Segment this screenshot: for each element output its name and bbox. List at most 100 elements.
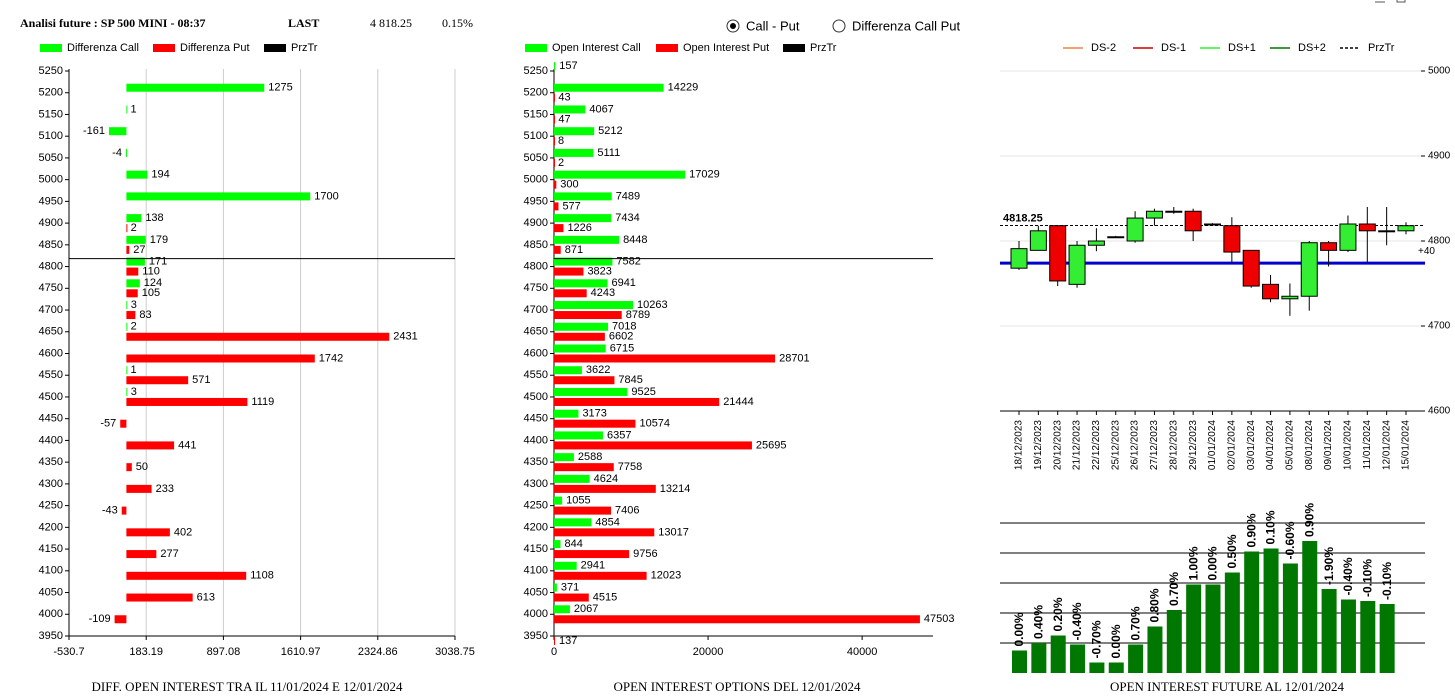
bar bbox=[554, 170, 686, 179]
candle-body bbox=[1165, 210, 1183, 213]
radio-label[interactable]: Differenza Call Put bbox=[852, 18, 961, 33]
bar-label: 13017 bbox=[658, 526, 689, 538]
legend-swatch bbox=[525, 44, 547, 52]
x-tick-label: 02/01/2024 bbox=[1226, 420, 1237, 470]
bar-label: 233 bbox=[156, 483, 174, 495]
legend-label: DS-2 bbox=[1091, 42, 1116, 54]
bar-label: 2941 bbox=[581, 560, 605, 572]
y-tick-label: 4700 bbox=[39, 304, 63, 316]
x-tick-label: 28/12/2023 bbox=[1168, 420, 1179, 470]
y-tick-label: 4800 bbox=[524, 260, 548, 272]
y-tick-label: 4600 bbox=[524, 347, 548, 359]
x-tick-label: 27/12/2023 bbox=[1149, 420, 1160, 470]
radio-diff[interactable]: Differenza Call Put bbox=[832, 18, 961, 33]
candle-body bbox=[1087, 240, 1105, 246]
bar bbox=[554, 158, 555, 167]
y-tick-label: 5050 bbox=[39, 152, 63, 164]
bar-label: 4243 bbox=[591, 287, 615, 299]
bar-label: 27 bbox=[133, 244, 145, 256]
y-tick-label: 5000 bbox=[39, 174, 63, 186]
bar bbox=[126, 484, 152, 493]
y-tick-label: 4350 bbox=[524, 456, 548, 468]
y-tick-label: 4150 bbox=[39, 543, 63, 555]
bar-label: 4624 bbox=[594, 473, 618, 485]
x-tick-label: 04/01/2024 bbox=[1265, 420, 1276, 470]
y-tick-label: 4450 bbox=[39, 413, 63, 425]
bar-label: 0.90% bbox=[1244, 513, 1258, 547]
bar bbox=[126, 322, 128, 331]
bar bbox=[554, 376, 615, 385]
bar-label: 441 bbox=[178, 439, 196, 451]
x-tick-label: 3038.75 bbox=[435, 646, 475, 658]
candle-body bbox=[1145, 210, 1163, 219]
bar bbox=[554, 93, 555, 102]
bar bbox=[554, 583, 557, 592]
y-tick-label: 4750 bbox=[39, 282, 63, 294]
last-label: LAST bbox=[288, 16, 319, 30]
y-tick-label: 4550 bbox=[524, 369, 548, 381]
bar bbox=[554, 409, 579, 418]
bar bbox=[554, 540, 561, 549]
bar bbox=[126, 571, 247, 580]
y-tick-label: 4950 bbox=[39, 195, 63, 207]
candle-body bbox=[1010, 248, 1028, 269]
bar bbox=[1031, 643, 1047, 673]
bar bbox=[126, 593, 193, 602]
bar-label: 12023 bbox=[651, 570, 682, 582]
candle-body bbox=[1300, 242, 1318, 297]
bar bbox=[554, 441, 752, 450]
bar-label: 277 bbox=[160, 548, 178, 560]
x-tick-label: 05/01/2024 bbox=[1285, 420, 1296, 470]
bar bbox=[554, 506, 612, 515]
bar bbox=[126, 366, 128, 375]
radio-button[interactable] bbox=[832, 19, 846, 33]
bar bbox=[114, 615, 127, 624]
annotation: +40 bbox=[1418, 246, 1435, 257]
bar bbox=[554, 561, 577, 570]
bar bbox=[126, 354, 315, 363]
y-tick-label: 4600 bbox=[1428, 406, 1451, 417]
bar bbox=[554, 257, 613, 266]
bar bbox=[554, 387, 628, 396]
bar bbox=[126, 387, 128, 396]
bar-label: 110 bbox=[142, 265, 160, 277]
bar bbox=[554, 180, 557, 189]
x-tick-label: 26/12/2023 bbox=[1130, 420, 1141, 470]
y-tick-label: 4550 bbox=[39, 369, 63, 381]
bar bbox=[554, 496, 563, 505]
radio-label[interactable]: Call - Put bbox=[746, 18, 800, 33]
x-tick-label: 18/12/2023 bbox=[1014, 420, 1025, 470]
y-tick-label: 4100 bbox=[39, 565, 63, 577]
y-tick-label: 4800 bbox=[1428, 236, 1451, 247]
bar-label: 0.80% bbox=[1148, 588, 1162, 622]
bar-label: -0.40% bbox=[1341, 557, 1355, 595]
bar bbox=[1089, 662, 1105, 673]
x-tick-label: 25/12/2023 bbox=[1110, 420, 1121, 470]
bar-label: 1119 bbox=[251, 396, 274, 408]
y-tick-label: 4650 bbox=[524, 326, 548, 338]
bar bbox=[554, 301, 634, 310]
x-tick-label: 29/12/2023 bbox=[1188, 420, 1199, 470]
bar-label: -0.40% bbox=[1070, 602, 1084, 640]
y-tick-label: 5050 bbox=[524, 152, 548, 164]
bar bbox=[1186, 584, 1202, 673]
radio-call-put[interactable]: Call - Put bbox=[726, 18, 800, 33]
bar bbox=[554, 148, 594, 157]
bar bbox=[126, 192, 311, 201]
bar-label: 3173 bbox=[582, 408, 606, 420]
bar-label: 2431 bbox=[393, 331, 417, 343]
y-tick-label: 4700 bbox=[1428, 321, 1451, 332]
y-tick-label: 4900 bbox=[1428, 151, 1451, 162]
candle-body bbox=[1281, 295, 1299, 300]
candle-body bbox=[1397, 225, 1415, 232]
bar-label: 6357 bbox=[607, 429, 631, 441]
bar bbox=[554, 366, 582, 375]
bar-label: 6941 bbox=[611, 277, 635, 289]
candle-body bbox=[1029, 230, 1047, 251]
bar-label: -161 bbox=[83, 125, 105, 137]
bar-label: 4067 bbox=[589, 103, 613, 115]
legend-swatch bbox=[264, 44, 286, 52]
window-maximize[interactable] bbox=[1396, 0, 1406, 3]
legend-swatch bbox=[656, 44, 678, 52]
bar bbox=[554, 419, 636, 428]
